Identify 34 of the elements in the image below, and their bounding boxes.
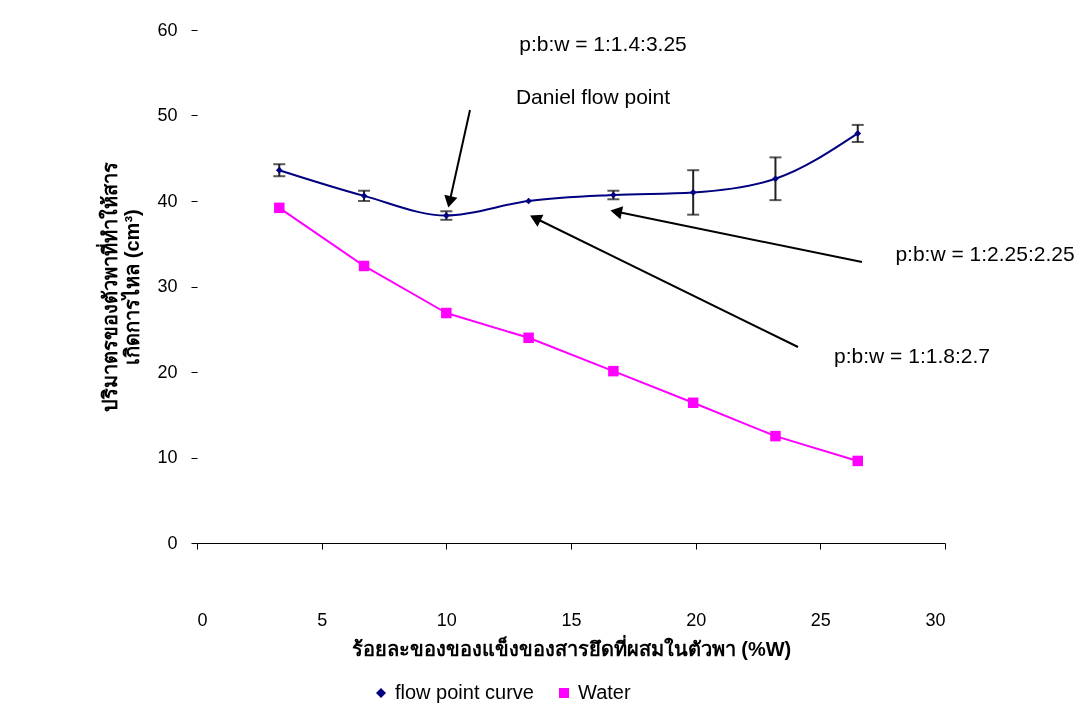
x-tick-label: 0 (197, 609, 208, 630)
x-tick-label: 15 (561, 609, 582, 630)
y-tick-label: 0 (167, 532, 178, 553)
point (523, 332, 534, 344)
annotation: p:b:w = 1:2.25:2.25 (895, 242, 1075, 265)
point (852, 455, 863, 467)
x-tick-label: 30 (925, 609, 946, 630)
x-tick-label: 20 (686, 609, 707, 630)
point (358, 260, 370, 272)
point (441, 307, 452, 319)
legend-label: flow point curve (395, 681, 534, 703)
point (274, 202, 285, 214)
y-tick-label: 20 (157, 361, 178, 382)
x-tick-label: 5 (317, 609, 328, 630)
x-tick-label: 10 (436, 609, 457, 630)
point (854, 130, 862, 137)
point (687, 397, 699, 409)
y-axis-title: ปริมาตรของตัวพาที่ทำให้สาร เกิดการไหล (cm³) (95, 162, 144, 412)
y-tick-label: 10 (157, 447, 178, 467)
point (608, 365, 619, 377)
x-tick-label: 25 (810, 609, 831, 630)
point (275, 166, 283, 174)
point (772, 175, 779, 183)
y-tick-label: 50 (157, 105, 178, 125)
y-tick-label: 40 (157, 190, 178, 211)
annotation: p:b:w = 1:1.8:2.7 (834, 344, 990, 367)
y-tick-label: 60 (157, 19, 178, 40)
y-tick-label: 30 (157, 276, 178, 296)
x-axis-title: ร้อยละของของแข็งของสารยึดที่ผสมในตัวพา (%W) (351, 633, 792, 660)
point (770, 430, 781, 442)
annotation: Daniel flow point (515, 85, 671, 108)
legend-label: Water (578, 681, 631, 703)
point (689, 189, 697, 196)
annotation: p:b:w = 1:1.4:3.25 (519, 32, 687, 55)
